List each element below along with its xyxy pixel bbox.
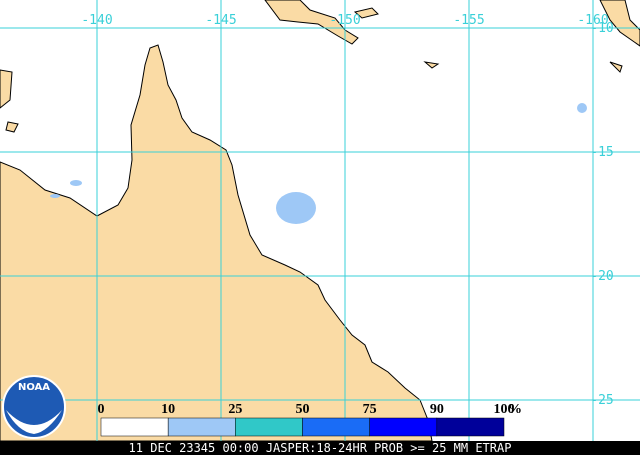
legend-label: 10 [161,402,175,417]
footer-band [0,441,640,455]
footer-text: 11 DEC 23345 00:00 JASPER:18-24HR PROB >… [129,441,512,455]
longitude-label: -160 [577,13,608,28]
legend-label: 90 [430,402,444,417]
latitude-labels: -10 -15 -20 -25 [590,21,613,408]
legend-swatch [100,417,169,437]
logo-text: NOAA [18,382,50,393]
longitude-label: -155 [453,13,484,28]
land [0,0,640,442]
noaa-logo: NOAA [2,375,66,439]
legend-label: 25 [228,402,242,417]
legend-swatch [369,417,438,437]
probability-areas [50,103,587,224]
legend: 0 10 25 50 75 90 100% [98,402,522,437]
longitude-labels: -140 -145 -150 -155 -160 [81,13,608,28]
legend-swatch [302,417,370,437]
latitude-label: -20 [590,269,613,284]
latitude-label: -10 [590,21,613,36]
legend-label: 100 [494,402,515,417]
longitude-label: -140 [81,13,112,28]
graticule [0,0,640,441]
legend-label: 50 [296,402,310,417]
legend-swatch [167,417,236,437]
legend-label: 0 [98,402,105,417]
longitude-label: -145 [205,13,236,28]
latitude-label: -25 [590,393,613,408]
legend-unit: % [508,402,522,417]
legend-label: 75 [363,402,377,417]
longitude-label: -150 [329,13,360,28]
legend-swatch [436,417,505,437]
latitude-label: -15 [590,145,613,160]
legend-swatch [235,417,303,437]
